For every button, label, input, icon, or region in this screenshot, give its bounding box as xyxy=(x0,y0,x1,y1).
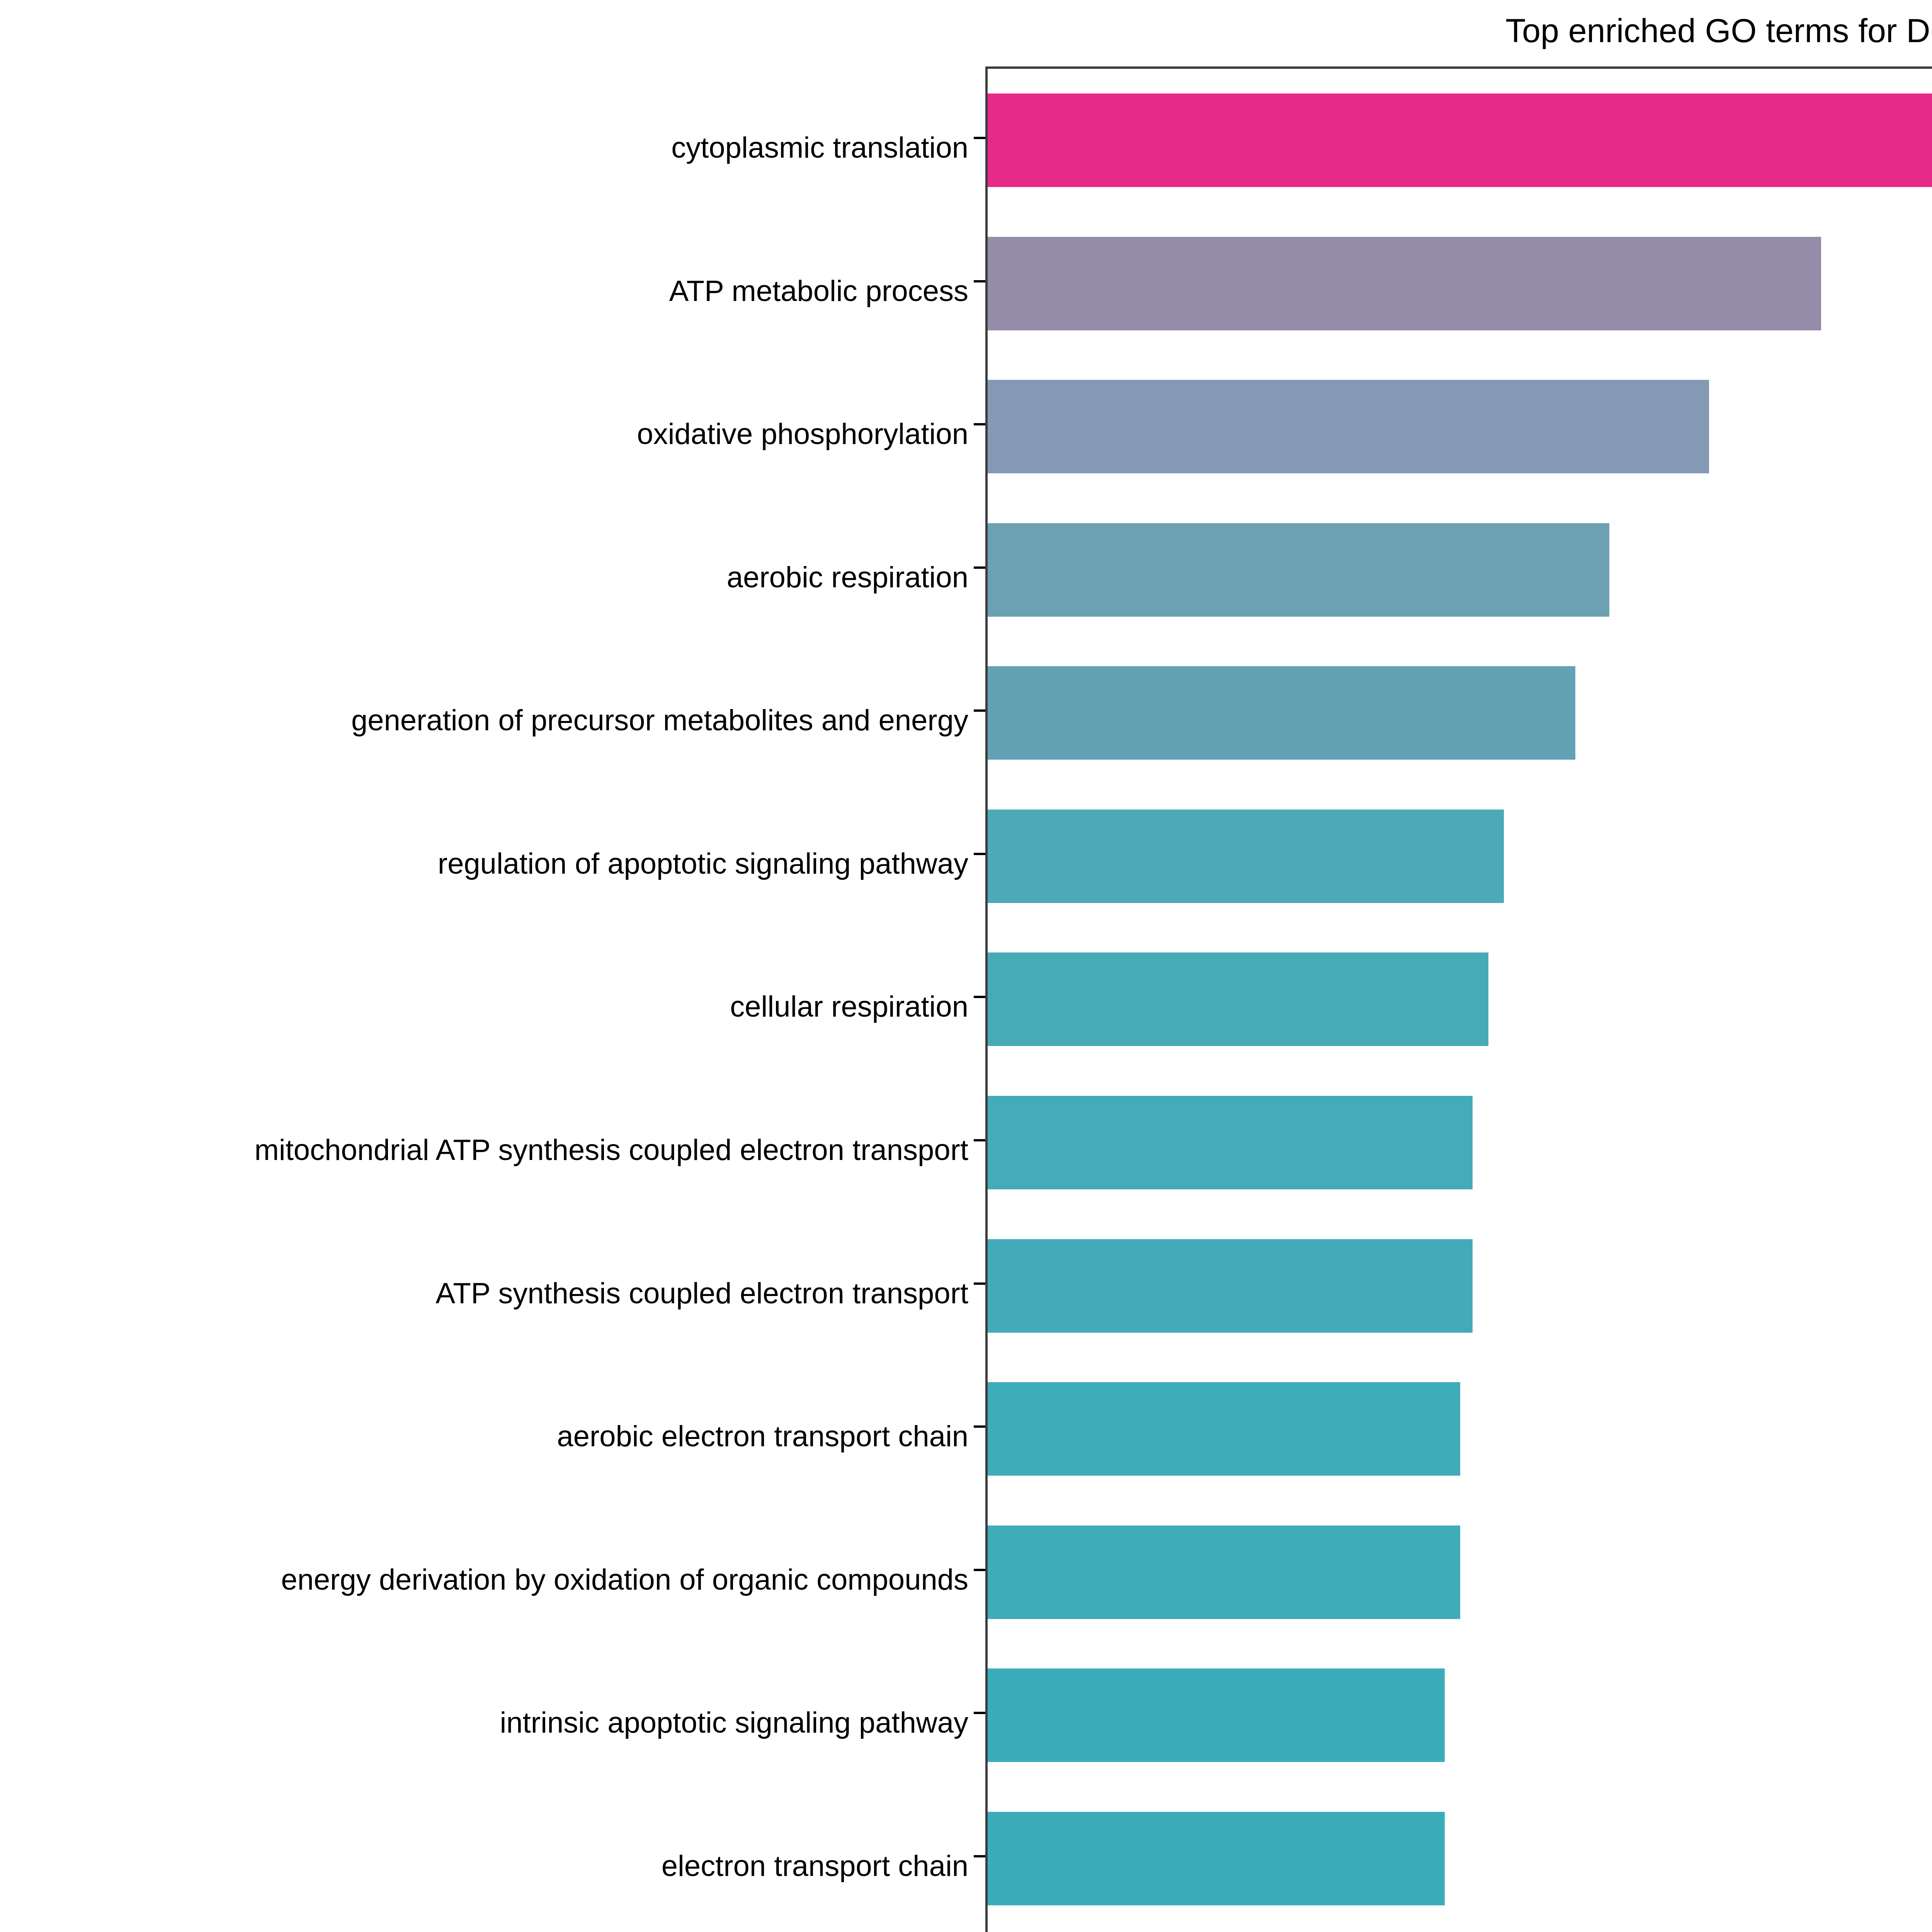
y-axis: cytoplasmic translation ATP metabolic pro… xyxy=(0,66,985,1932)
bars-layer xyxy=(988,69,1932,1932)
y-tick-mark xyxy=(974,280,985,282)
bar xyxy=(988,809,1504,903)
bar xyxy=(988,380,1709,474)
y-tick-mark xyxy=(974,423,985,426)
bar xyxy=(988,1811,1445,1905)
y-tick-mark xyxy=(974,1139,985,1141)
y-tick-mark xyxy=(974,1712,985,1714)
chart-title: Top enriched GO terms for DCIS xyxy=(1505,12,1932,49)
bar xyxy=(988,1668,1445,1762)
bar xyxy=(988,1382,1461,1476)
bar xyxy=(988,1525,1461,1619)
bar xyxy=(988,1096,1473,1189)
bar xyxy=(988,952,1488,1046)
y-tick-mark xyxy=(974,566,985,569)
plot-panel xyxy=(985,66,1932,1932)
y-tick-mark xyxy=(974,709,985,712)
y-tick-mark xyxy=(974,137,985,139)
y-tick-mark xyxy=(974,852,985,855)
y-tick-mark xyxy=(974,996,985,998)
y-tick-mark xyxy=(974,1282,985,1285)
bar xyxy=(988,236,1821,330)
y-tick-mark xyxy=(974,1425,985,1428)
bar xyxy=(988,1239,1473,1333)
bar xyxy=(988,523,1610,617)
y-tick-mark xyxy=(974,1568,985,1571)
bar xyxy=(988,94,1932,187)
bar xyxy=(988,666,1575,760)
y-tick-mark xyxy=(974,1855,985,1857)
